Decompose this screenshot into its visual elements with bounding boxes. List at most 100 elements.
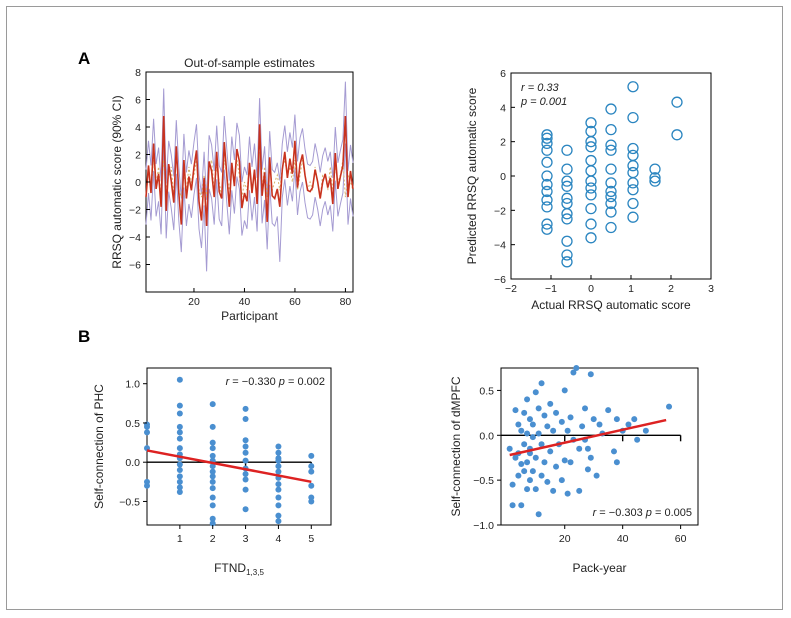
data-point xyxy=(561,175,573,187)
data-point xyxy=(275,494,282,501)
chart-out-of-sample-estimates: Out-of-sample estimates 20 40 60 80 −6 −4 −2 0 2 4… xyxy=(110,56,354,323)
y-tick-label: −0.5 xyxy=(119,496,140,508)
data-point xyxy=(509,481,516,488)
data-point xyxy=(308,452,315,459)
y-tick-label: −0.5 xyxy=(473,475,494,487)
data-point xyxy=(515,472,522,479)
data-point xyxy=(209,468,216,475)
data-point xyxy=(209,439,216,446)
data-point xyxy=(605,163,617,175)
data-point xyxy=(541,170,553,182)
data-point xyxy=(209,515,216,522)
data-point xyxy=(585,232,597,244)
x-axis-label: Participant xyxy=(221,309,278,323)
data-point xyxy=(242,443,249,450)
data-point xyxy=(579,423,586,430)
data-point xyxy=(275,449,282,456)
y-tick-label: −1.0 xyxy=(473,520,494,532)
x-tick-label: 40 xyxy=(239,296,251,308)
data-point xyxy=(596,421,603,428)
x-tick-label: 60 xyxy=(289,296,301,308)
data-point xyxy=(561,192,573,204)
y-tick-label: 4 xyxy=(500,102,506,114)
data-point xyxy=(275,443,282,450)
data-point xyxy=(642,427,649,434)
data-point xyxy=(242,476,249,483)
data-point xyxy=(176,423,183,430)
data-point xyxy=(585,218,597,230)
data-point xyxy=(576,487,583,494)
data-point xyxy=(509,502,516,509)
x-tick-label: 4 xyxy=(276,533,282,545)
x-tick-label: −2 xyxy=(505,283,517,295)
figure-frame xyxy=(6,6,783,610)
data-point xyxy=(209,423,216,430)
data-point xyxy=(521,441,528,448)
data-point xyxy=(275,512,282,519)
data-point xyxy=(209,478,216,485)
data-point xyxy=(605,197,617,210)
data-point xyxy=(541,201,553,213)
data-point xyxy=(275,463,282,470)
data-point xyxy=(529,468,536,475)
data-point xyxy=(275,518,282,525)
data-point xyxy=(209,502,216,509)
data-point xyxy=(526,477,533,484)
y-tick-label: 6 xyxy=(135,95,141,107)
data-point xyxy=(561,213,573,225)
y-tick-label: −4 xyxy=(129,232,141,244)
data-point xyxy=(585,154,597,167)
data-point xyxy=(535,405,542,412)
data-point xyxy=(649,163,661,175)
data-point xyxy=(176,461,183,468)
data-point xyxy=(176,467,183,474)
data-point xyxy=(671,96,683,108)
data-point xyxy=(209,445,216,452)
regression-line xyxy=(509,418,667,457)
data-point xyxy=(209,494,216,501)
data-point xyxy=(242,506,249,513)
data-point xyxy=(625,421,632,428)
data-point xyxy=(590,416,597,423)
y-axis-label: Predicted RRSQ automatic score xyxy=(465,87,479,264)
data-point xyxy=(585,117,597,129)
data-point xyxy=(558,418,565,425)
y-tick-label: −4 xyxy=(494,240,506,252)
data-point xyxy=(524,430,531,437)
data-point xyxy=(518,502,525,509)
y-tick-label: 6 xyxy=(500,68,506,80)
data-point xyxy=(564,490,571,497)
data-point xyxy=(524,486,531,493)
data-point xyxy=(541,218,553,230)
plot-frame xyxy=(146,367,332,526)
data-point xyxy=(613,416,620,423)
plot-frame xyxy=(500,367,699,526)
chart-title: Out-of-sample estimates xyxy=(184,56,315,70)
data-point xyxy=(541,156,553,168)
data-point xyxy=(570,369,577,376)
chart-dmpfc-vs-packyear: 20 40 60 −1.0 −0.5 0.0 0.5 r = −0.303 p = 0.005… xyxy=(449,365,699,575)
x-tick-label: 80 xyxy=(340,296,352,308)
data-point xyxy=(535,430,542,437)
x-tick-label: 1 xyxy=(177,533,183,545)
data-point xyxy=(176,473,183,480)
data-point xyxy=(242,437,249,444)
y-tick-label: 1.0 xyxy=(125,379,140,391)
data-point xyxy=(585,182,597,194)
data-point xyxy=(582,405,589,412)
y-tick-label: 2 xyxy=(500,137,506,149)
data-point xyxy=(541,412,548,419)
data-point xyxy=(275,468,282,475)
x-tick-label: 20 xyxy=(559,533,571,545)
data-point xyxy=(521,468,528,475)
data-point xyxy=(585,165,597,177)
y-tick-label: 8 xyxy=(135,67,141,79)
panel-label-a: A xyxy=(78,49,90,68)
data-point xyxy=(553,463,560,470)
data-point xyxy=(627,166,639,179)
data-point xyxy=(558,477,565,484)
x-tick-label: 1 xyxy=(628,283,634,295)
data-point xyxy=(242,449,249,456)
data-point xyxy=(308,463,315,470)
annotation-p: p = 0.001 xyxy=(520,96,567,108)
